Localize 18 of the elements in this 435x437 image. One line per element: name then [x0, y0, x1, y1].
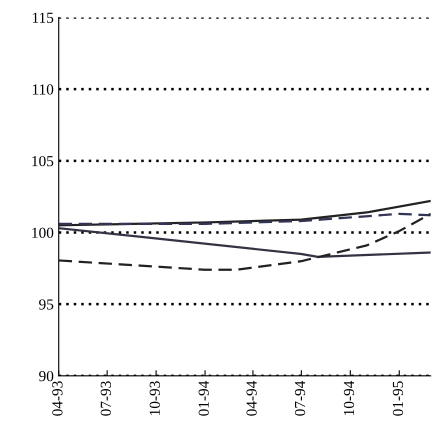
x-tick-label: 07-93: [100, 381, 111, 416]
y-tick-label: 100: [32, 228, 54, 238]
x-tick-label: 04-93: [52, 381, 63, 416]
y-tick-label: 110: [32, 84, 54, 95]
x-tick-label: 01-95: [392, 381, 404, 416]
y-tick-label: 105: [32, 156, 54, 166]
y-tick-label: 90: [39, 370, 54, 382]
x-tick-label: 04-94: [246, 380, 257, 416]
x-tick-label: 10-93: [150, 381, 160, 415]
line-series: [58, 212, 431, 225]
x-tick-label: 10-94: [344, 380, 354, 415]
line-series: [58, 227, 431, 258]
line-series: [58, 212, 431, 271]
x-tick-label: 01-94: [198, 380, 209, 416]
y-tick-label: 95: [39, 299, 54, 310]
x-tick-label: 07-94: [294, 380, 306, 416]
y-tick-label: 115: [32, 12, 54, 23]
line-series: [58, 200, 431, 226]
